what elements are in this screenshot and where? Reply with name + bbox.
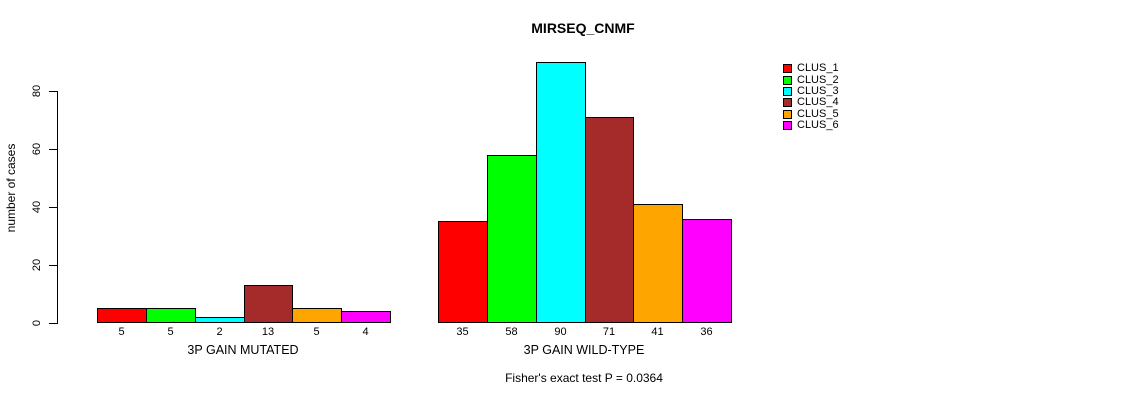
bar-value-label: 4 (362, 326, 369, 338)
y-axis-tick-label: 80 (31, 84, 43, 98)
bar-value-label: 41 (651, 326, 664, 338)
y-axis-label: number of cases (4, 143, 18, 233)
bar-value-label: 5 (167, 326, 174, 338)
bar-value-label: 13 (261, 326, 275, 338)
legend-label: CLUS_3 (797, 84, 839, 97)
legend-swatch-clus-3 (783, 86, 792, 96)
legend-item: CLUS_1 (783, 63, 839, 74)
legend-swatch-clus-1 (783, 64, 792, 74)
legend-label: CLUS_2 (797, 73, 839, 86)
bar-clus_1 (97, 308, 147, 323)
x-group-label-mutated: 3P GAIN MUTATED (187, 343, 299, 357)
bar-clus_4 (244, 285, 293, 323)
bar-value-label: 5 (313, 326, 320, 338)
y-axis-tick (49, 323, 57, 324)
chart-title: MIRSEQ_CNMF (531, 20, 635, 36)
bar-value-label: 36 (700, 326, 713, 338)
legend-swatch-clus-6 (783, 121, 792, 131)
legend-item: CLUS_5 (783, 107, 839, 120)
bar-value-label: 35 (456, 326, 469, 338)
bar-clus_6 (682, 219, 732, 323)
bar-clus_1 (438, 221, 488, 323)
y-axis-line (57, 91, 58, 324)
bar-clus_5 (292, 308, 342, 323)
legend-item: CLUS_2 (783, 74, 839, 85)
legend-label: CLUS_4 (797, 96, 839, 109)
x-group-label-wild-type: 3P GAIN WILD-TYPE (523, 343, 645, 357)
bar-clus_5 (633, 204, 683, 323)
bar-value-label: 90 (554, 326, 567, 338)
bar-value-label: 5 (118, 326, 125, 338)
bar-clus_2 (487, 155, 537, 323)
bar-clus_6 (341, 311, 391, 323)
bar-clus_4 (585, 117, 634, 323)
y-axis-tick (49, 149, 57, 150)
legend-swatch-clus-5 (783, 109, 792, 119)
legend-item: CLUS_3 (783, 84, 839, 97)
legend: CLUS_1 CLUS_2 CLUS_3 CLUS_4 CLUS_5 CLUS_… (783, 63, 839, 131)
legend-swatch-clus-2 (783, 75, 792, 85)
y-axis-tick (49, 265, 57, 266)
legend-label: CLUS_1 (797, 62, 839, 75)
bar-clus_3 (536, 62, 586, 323)
y-axis-tick-label: 40 (31, 200, 43, 214)
y-axis-tick (49, 207, 57, 208)
bar-value-label: 71 (602, 326, 616, 338)
y-axis-tick-label: 0 (31, 319, 43, 327)
bar-value-label: 2 (216, 326, 223, 338)
legend-item: CLUS_4 (783, 97, 839, 108)
y-axis-tick-label: 60 (31, 142, 43, 156)
legend-label: CLUS_5 (797, 107, 839, 120)
y-axis-tick (49, 91, 57, 92)
y-axis-tick-label: 20 (31, 258, 43, 272)
legend-item: CLUS_6 (783, 120, 839, 131)
bar-clus_2 (146, 308, 196, 323)
fisher-test-caption: Fisher's exact test P = 0.0364 (505, 371, 663, 385)
bar-value-label: 58 (505, 326, 518, 338)
legend-label: CLUS_6 (797, 119, 839, 132)
bar-clus_3 (195, 317, 245, 323)
legend-swatch-clus-4 (783, 98, 792, 108)
